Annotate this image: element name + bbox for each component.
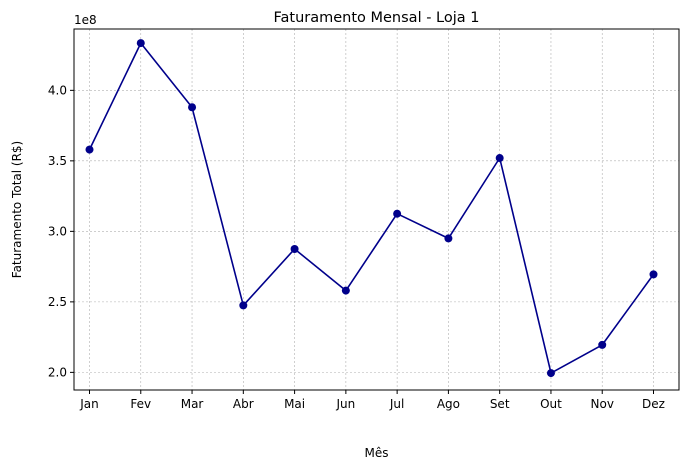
y-axis-offset-label: 1e8: [74, 13, 97, 27]
x-tick-label: Ago: [437, 397, 460, 411]
y-tick-label: 3.5: [48, 154, 67, 168]
grid: [74, 29, 679, 390]
x-tick-label: Set: [490, 397, 510, 411]
x-tick-label: Abr: [233, 397, 254, 411]
data-point: [239, 301, 248, 310]
x-axis-label: Mês: [365, 446, 389, 460]
data-point: [85, 145, 94, 154]
y-axis-label: Faturamento Total (R$): [10, 141, 24, 278]
y-tick-label: 2.5: [48, 295, 67, 309]
series-layer: [85, 39, 658, 378]
data-point: [341, 286, 350, 295]
x-tick-label: Nov: [591, 397, 614, 411]
y-tick-label: 2.0: [48, 365, 67, 379]
data-point: [546, 369, 555, 378]
data-point: [649, 270, 658, 279]
x-tick-label: Dez: [642, 397, 665, 411]
x-tick-label: Mai: [284, 397, 305, 411]
x-tick-label: Fev: [130, 397, 151, 411]
y-tick-label: 3.0: [48, 224, 67, 238]
plot-area: [73, 28, 680, 391]
axis-ticks: Jan Fev Mar Abr Mai Jun Jul Ago Set Out Nov Dez 2.0 2…: [48, 83, 665, 411]
x-tick-label: Jul: [389, 397, 404, 411]
x-tick-label: Mar: [181, 397, 204, 411]
series-line: [88, 42, 655, 374]
x-tick-label: Out: [540, 397, 562, 411]
data-point: [393, 209, 402, 218]
x-tick-label: Jan: [79, 397, 99, 411]
data-point: [444, 234, 453, 243]
data-point: [495, 154, 504, 163]
data-point: [188, 103, 197, 112]
chart-title: Faturamento Mensal - Loja 1: [273, 10, 479, 26]
data-point: [290, 244, 299, 253]
y-tick-label: 4.0: [48, 83, 67, 97]
data-point: [136, 39, 145, 48]
data-point: [598, 340, 607, 349]
x-tick-label: Jun: [335, 397, 355, 411]
